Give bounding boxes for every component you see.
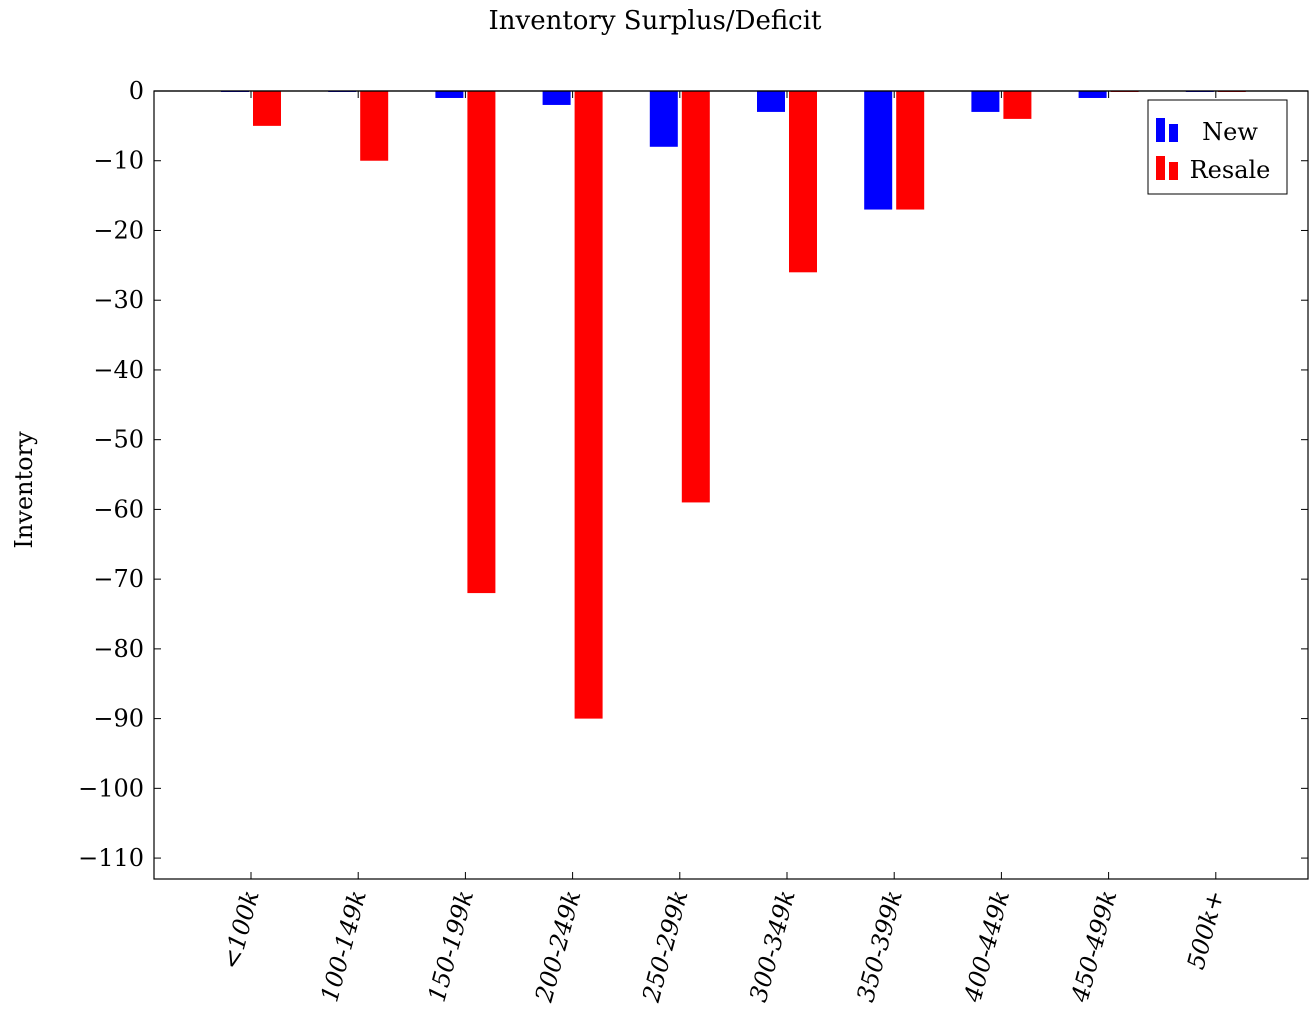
bar-resale: [253, 91, 281, 126]
bar-new: [435, 91, 463, 98]
x-tick-label: 450-499k: [1066, 887, 1123, 1006]
legend-swatch: [1156, 156, 1165, 180]
x-tick-label: <100k: [217, 887, 265, 972]
y-tick-label: −20: [93, 216, 144, 244]
x-tick-label: 150-199k: [423, 887, 480, 1005]
legend-label: New: [1202, 118, 1258, 146]
bar-new: [757, 91, 785, 112]
x-tick-label: 250-299k: [637, 887, 694, 1006]
x-tick-label: 300-349k: [744, 887, 801, 1005]
bar-new: [543, 91, 571, 105]
bar-resale: [789, 91, 817, 272]
legend-label: Resale: [1190, 156, 1271, 184]
y-tick-label: −110: [78, 844, 144, 872]
bar-new: [864, 91, 892, 210]
plot-frame: [154, 91, 1308, 879]
bar-new: [971, 91, 999, 112]
y-tick-label: −10: [93, 147, 144, 175]
y-axis-label: Inventory: [10, 431, 38, 549]
x-tick-label: 350-399k: [851, 887, 908, 1005]
y-tick-label: −90: [93, 705, 144, 733]
legend-swatch: [1156, 118, 1165, 142]
legend-swatch: [1169, 162, 1178, 180]
bar-resale: [360, 91, 388, 161]
y-tick-label: −30: [93, 286, 144, 314]
bar-marks: [221, 91, 1246, 719]
bar-resale: [896, 91, 924, 210]
x-tick-label: 400-449k: [958, 887, 1015, 1006]
bar-new: [650, 91, 678, 147]
x-axis-ticks: <100k 100-149k 150-199k 200-249k 250-299k 300…: [217, 91, 1230, 1006]
x-tick-label: 200-249k: [530, 887, 587, 1006]
bar-resale: [1003, 91, 1031, 119]
legend-swatch: [1169, 124, 1178, 142]
y-tick-label: −80: [93, 635, 144, 663]
legend: New Resale: [1148, 100, 1287, 194]
y-tick-label: −100: [78, 774, 144, 802]
y-tick-label: −50: [93, 426, 144, 454]
y-tick-label: −40: [93, 356, 144, 384]
x-tick-label: 500k+: [1182, 887, 1230, 972]
y-tick-label: −60: [93, 495, 144, 523]
x-tick-label: 100-149k: [315, 887, 372, 1005]
y-tick-label: −70: [93, 565, 144, 593]
bar-resale: [682, 91, 710, 502]
bar-resale: [467, 91, 495, 593]
bar-resale: [575, 91, 603, 719]
bar-new: [1079, 91, 1107, 98]
y-tick-label: 0: [129, 77, 144, 105]
